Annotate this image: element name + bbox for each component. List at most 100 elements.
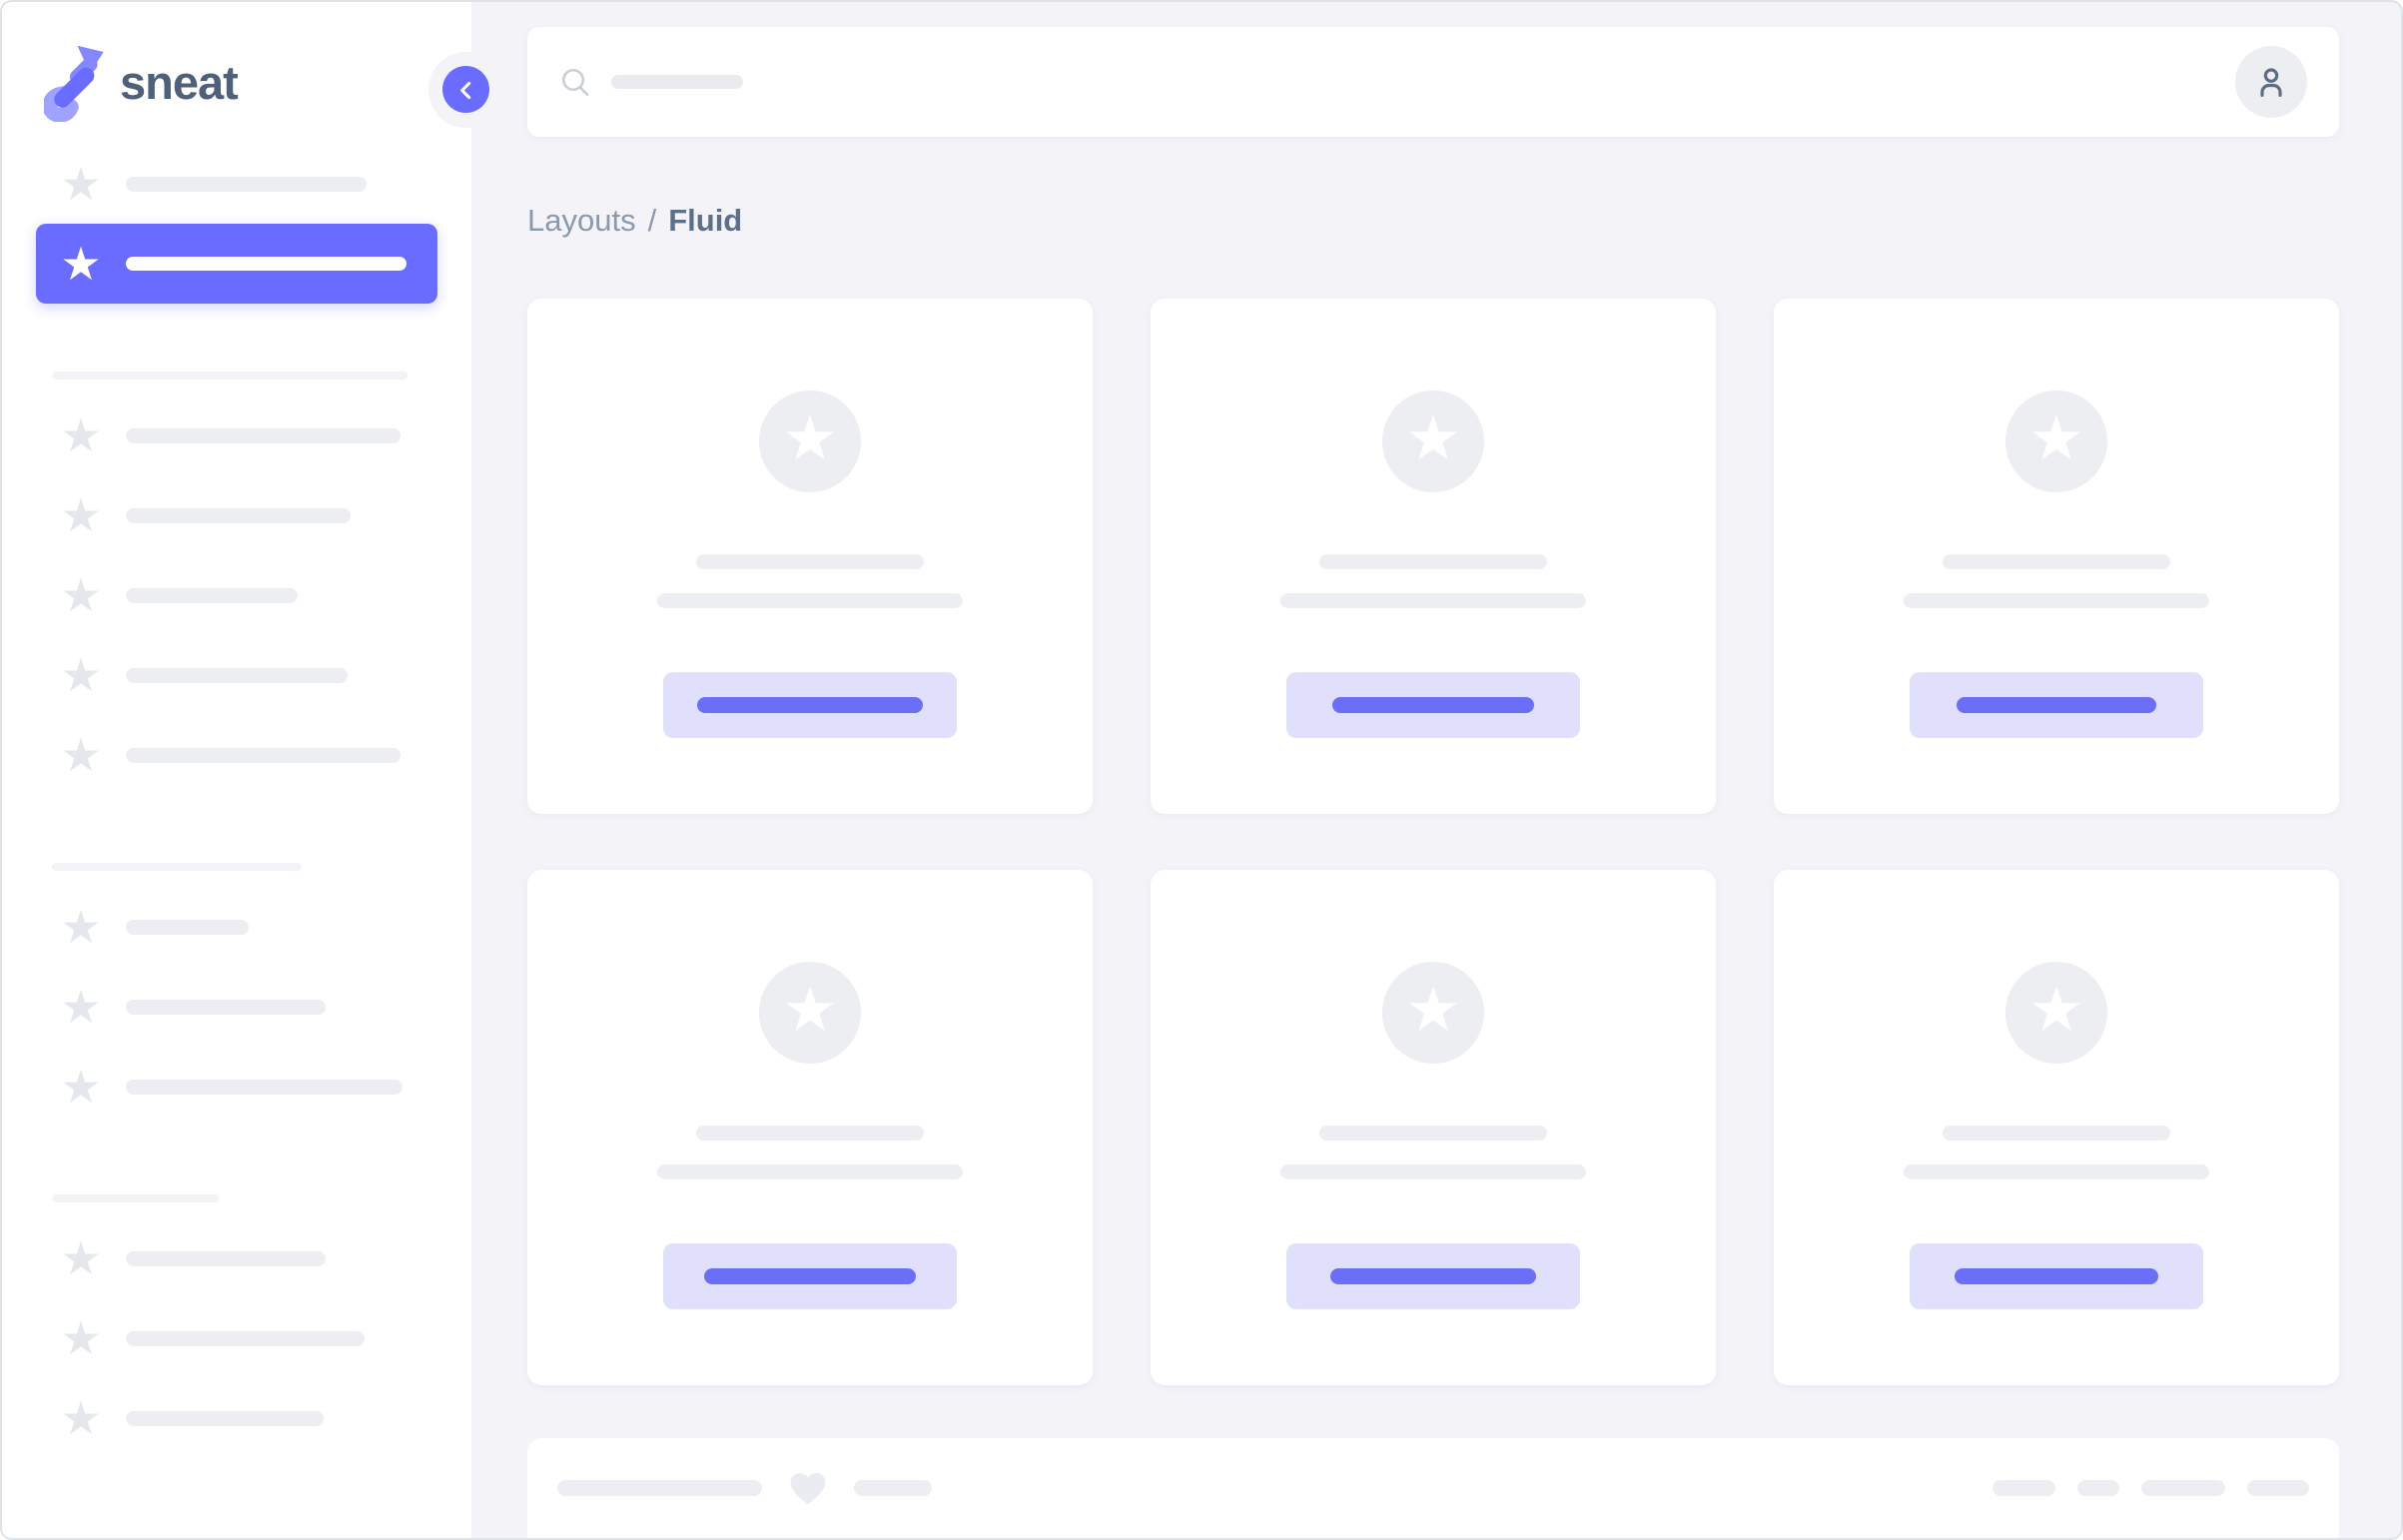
sidebar-item[interactable]: ★ bbox=[2, 1218, 471, 1298]
demo-card: ★ bbox=[1774, 870, 2339, 1385]
star-icon: ★ bbox=[60, 981, 102, 1033]
star-icon: ★ bbox=[60, 238, 102, 290]
footer-link-placeholder bbox=[2247, 1480, 2309, 1496]
card-text-placeholder bbox=[1319, 554, 1547, 569]
search-placeholder-bar bbox=[611, 75, 743, 89]
menu-label-placeholder bbox=[126, 747, 400, 763]
star-icon: ★ bbox=[1405, 976, 1461, 1045]
card-avatar-circle: ★ bbox=[759, 390, 861, 492]
star-icon: ★ bbox=[60, 901, 102, 953]
star-icon: ★ bbox=[2028, 976, 2084, 1045]
person-icon bbox=[2260, 68, 2282, 97]
sidebar-item-active[interactable]: ★ bbox=[36, 224, 437, 304]
brand-name: sneat bbox=[120, 55, 239, 109]
star-icon: ★ bbox=[1405, 404, 1461, 473]
card-text-placeholder bbox=[1943, 554, 2170, 569]
breadcrumb: Layouts / Fluid bbox=[527, 203, 2339, 239]
footer-card bbox=[527, 1438, 2339, 1538]
sidebar-item[interactable]: ★ bbox=[2, 1047, 471, 1127]
card-avatar-circle: ★ bbox=[2005, 962, 2107, 1064]
menu-section-divider bbox=[52, 863, 302, 871]
main-content: Layouts / Fluid ★ ★ ★ ★ ★ ★ bbox=[471, 2, 2401, 1538]
button-label-placeholder bbox=[1330, 1268, 1536, 1284]
sidebar-menu: ★ ★ ★ ★ ★ ★ ★ ★ ★ ★ ★ ★ ★ bbox=[2, 144, 471, 1458]
demo-card: ★ bbox=[527, 299, 1093, 814]
button-label-placeholder bbox=[697, 697, 923, 713]
card-text-placeholder bbox=[1319, 1126, 1547, 1141]
sidebar-item[interactable]: ★ bbox=[2, 635, 471, 715]
sidebar-item[interactable]: ★ bbox=[2, 144, 471, 224]
demo-card: ★ bbox=[527, 870, 1093, 1385]
star-icon: ★ bbox=[782, 404, 838, 473]
menu-label-placeholder bbox=[126, 1250, 326, 1266]
demo-card: ★ bbox=[1151, 299, 1716, 814]
card-button[interactable] bbox=[1286, 1243, 1580, 1309]
star-icon: ★ bbox=[60, 569, 102, 621]
card-text-placeholder bbox=[1943, 1126, 2170, 1141]
star-icon: ★ bbox=[60, 1392, 102, 1444]
footer-text-placeholder bbox=[557, 1480, 762, 1496]
search-bar bbox=[527, 27, 2339, 137]
sidebar-item[interactable]: ★ bbox=[2, 1298, 471, 1378]
heart-icon bbox=[790, 1472, 826, 1505]
card-avatar-circle: ★ bbox=[759, 962, 861, 1064]
chevron-left-icon bbox=[459, 81, 470, 99]
footer-link-placeholder bbox=[1993, 1480, 2055, 1496]
brand-logo[interactable]: sneat bbox=[2, 2, 471, 122]
menu-label-placeholder bbox=[126, 176, 367, 192]
menu-label-placeholder bbox=[126, 1410, 324, 1426]
card-button[interactable] bbox=[1910, 1243, 2203, 1309]
card-grid: ★ ★ ★ ★ ★ ★ bbox=[527, 299, 2339, 1385]
star-icon: ★ bbox=[60, 729, 102, 781]
demo-card: ★ bbox=[1774, 299, 2339, 814]
menu-label-placeholder bbox=[126, 507, 351, 523]
card-avatar-circle: ★ bbox=[2005, 390, 2107, 492]
star-icon: ★ bbox=[60, 649, 102, 701]
breadcrumb-separator: / bbox=[647, 203, 657, 238]
menu-label-placeholder bbox=[126, 1079, 402, 1095]
sidebar-item[interactable]: ★ bbox=[2, 475, 471, 555]
menu-label-placeholder bbox=[126, 427, 400, 443]
sidebar-item[interactable]: ★ bbox=[2, 555, 471, 635]
footer-text-placeholder bbox=[854, 1480, 932, 1496]
card-avatar-circle: ★ bbox=[1382, 962, 1484, 1064]
card-button[interactable] bbox=[1286, 672, 1580, 738]
star-icon: ★ bbox=[60, 1061, 102, 1113]
footer-link-placeholders bbox=[1993, 1480, 2309, 1496]
star-icon: ★ bbox=[2028, 404, 2084, 473]
card-avatar-circle: ★ bbox=[1382, 390, 1484, 492]
footer-link-placeholder bbox=[2077, 1480, 2119, 1496]
button-label-placeholder bbox=[1957, 697, 2156, 713]
search-input[interactable] bbox=[559, 66, 2235, 98]
menu-section-divider bbox=[52, 372, 407, 380]
menu-label-placeholder bbox=[126, 257, 406, 271]
star-icon: ★ bbox=[782, 976, 838, 1045]
menu-label-placeholder bbox=[126, 587, 298, 603]
sidebar-item[interactable]: ★ bbox=[2, 715, 471, 795]
menu-label-placeholder bbox=[126, 667, 348, 683]
breadcrumb-link-layouts[interactable]: Layouts bbox=[527, 203, 636, 238]
star-icon: ★ bbox=[60, 1312, 102, 1364]
sidebar-item[interactable]: ★ bbox=[2, 967, 471, 1047]
sidebar-item[interactable]: ★ bbox=[2, 1378, 471, 1458]
star-icon: ★ bbox=[60, 1232, 102, 1284]
footer-link-placeholder bbox=[2141, 1480, 2225, 1496]
sidebar: sneat ★ ★ ★ ★ ★ ★ ★ ★ ★ ★ ★ ★ ★ bbox=[2, 2, 504, 1538]
menu-section-divider bbox=[52, 1194, 220, 1202]
card-button[interactable] bbox=[663, 672, 957, 738]
card-text-placeholder bbox=[1904, 1164, 2209, 1179]
user-avatar-button[interactable] bbox=[2235, 46, 2307, 118]
sidebar-collapse-button[interactable] bbox=[442, 66, 489, 113]
card-text-placeholder bbox=[696, 1126, 924, 1141]
sidebar-item[interactable]: ★ bbox=[2, 887, 471, 967]
menu-label-placeholder bbox=[126, 1330, 365, 1346]
card-text-placeholder bbox=[696, 554, 924, 569]
card-button[interactable] bbox=[1910, 672, 2203, 738]
star-icon: ★ bbox=[60, 489, 102, 541]
sidebar-item[interactable]: ★ bbox=[2, 395, 471, 475]
search-icon bbox=[561, 68, 589, 97]
button-label-placeholder bbox=[704, 1268, 916, 1284]
card-button[interactable] bbox=[663, 1243, 957, 1309]
card-text-placeholder bbox=[1904, 593, 2209, 608]
